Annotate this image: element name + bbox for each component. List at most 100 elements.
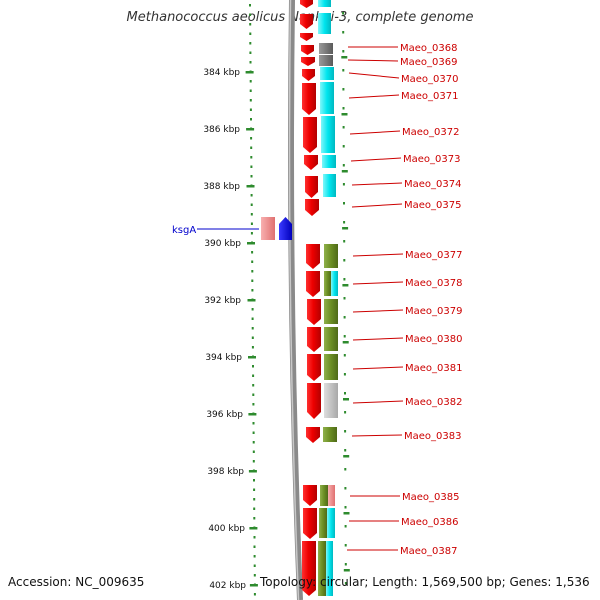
cog-box [324, 271, 331, 296]
leader-line [352, 366, 404, 370]
accession-text: Accession: NC_009635 [8, 575, 145, 589]
genome-backbone-highlight [288, 0, 300, 600]
cog-box [328, 485, 335, 506]
gene-arrow [306, 244, 320, 269]
cog-box [324, 299, 338, 324]
scale-dot [249, 51, 252, 54]
scale-label: 392 kbp [204, 296, 241, 306]
gene-label: Maeo_0373 [403, 154, 460, 165]
right-dot [342, 31, 345, 34]
cog-box [324, 244, 338, 268]
scale-dot [250, 146, 253, 149]
scale-label: 402 kbp [209, 581, 246, 591]
leader-line [352, 253, 404, 257]
right-dot [342, 12, 345, 15]
scale-dot [249, 89, 252, 92]
right-dot [344, 506, 347, 509]
scale-dot [250, 232, 253, 235]
right-dot [342, 69, 345, 72]
scale-dot [249, 4, 251, 7]
scale-dot [252, 374, 255, 377]
scale-dot [250, 213, 253, 216]
scale-dot [251, 279, 254, 282]
leader-line [349, 130, 401, 135]
right-tick [343, 455, 350, 458]
gene-labels: Maeo_0368 Maeo_0369 Maeo_0370 Maeo_0371 … [400, 43, 462, 557]
gene-arrow [302, 83, 316, 115]
scale-tick [246, 128, 255, 131]
scale-dot [253, 498, 256, 501]
scale-tick [245, 71, 254, 74]
cog-box [331, 271, 338, 296]
gene-arrow [300, 33, 313, 41]
scale-dot [253, 593, 256, 596]
scale-dot [252, 450, 255, 453]
scale-dot [252, 393, 255, 396]
scale-dot [252, 384, 255, 387]
scale-dot [250, 118, 252, 121]
scale-dot [250, 137, 253, 140]
scale-dot [253, 545, 256, 548]
scale-dot [252, 441, 255, 444]
gene-label: Maeo_0383 [404, 431, 461, 442]
right-dot [344, 430, 347, 433]
gene-arrow [301, 45, 314, 55]
leader-line [352, 309, 404, 313]
right-dot [344, 544, 347, 547]
genome-summary-text: Topology: circular; Length: 1,569,500 bp… [260, 575, 590, 589]
gene-label: Maeo_0380 [405, 334, 462, 345]
right-dot [344, 487, 347, 490]
gene-arrow [307, 383, 321, 419]
scale-dot [251, 270, 254, 273]
ksgA-cog-box [261, 217, 275, 240]
right-tick [343, 398, 349, 401]
right-dot [343, 259, 346, 262]
scale-dot [253, 488, 256, 491]
leader-line [350, 157, 402, 162]
scale-dot [252, 460, 255, 463]
scale-ticks [245, 71, 258, 587]
gene-label: Maeo_0375 [404, 200, 461, 211]
cog-box [324, 327, 338, 351]
scale-dot [252, 422, 255, 425]
gene-arrows [300, 0, 321, 596]
cog-box [318, 13, 331, 34]
scale-tick [248, 356, 256, 359]
scale-tick [247, 242, 255, 245]
gene-arrow [307, 299, 321, 325]
cog-box [318, 541, 326, 596]
scale-labels: 384 kbp 386 kbp 388 kbp 390 kbp 392 kbp … [203, 68, 246, 591]
right-tick [341, 56, 348, 59]
scale-dot [252, 431, 255, 434]
scale-dot [250, 194, 253, 197]
right-dot [343, 278, 346, 281]
gene-arrow [303, 485, 317, 506]
gene-label: Maeo_0387 [400, 546, 457, 557]
gene-label: Maeo_0378 [405, 278, 462, 289]
gene-arrow [307, 354, 321, 381]
scale-dot [250, 165, 253, 168]
right-dot [343, 373, 346, 376]
right-dot [344, 392, 346, 395]
gene-arrow [307, 327, 321, 352]
scale-tick [246, 185, 255, 188]
right-dotted-line [341, 12, 350, 585]
gene-label: Maeo_0369 [400, 57, 457, 68]
cog-box [324, 354, 338, 380]
scale-label: 394 kbp [205, 353, 242, 363]
scale-dot [253, 536, 256, 539]
gene-arrow [304, 155, 318, 170]
scale-dot [249, 99, 252, 102]
gene-label: Maeo_0385 [402, 492, 459, 503]
leader-line [352, 281, 404, 285]
scale-dot [253, 479, 255, 482]
scale-dot [253, 555, 256, 558]
leader-line [352, 400, 404, 404]
gene-label: Maeo_0386 [401, 517, 458, 528]
cog-box [322, 155, 336, 168]
scale-dot [251, 260, 254, 263]
right-dot [344, 468, 347, 471]
cog-box [323, 427, 337, 442]
right-dot [343, 240, 346, 243]
